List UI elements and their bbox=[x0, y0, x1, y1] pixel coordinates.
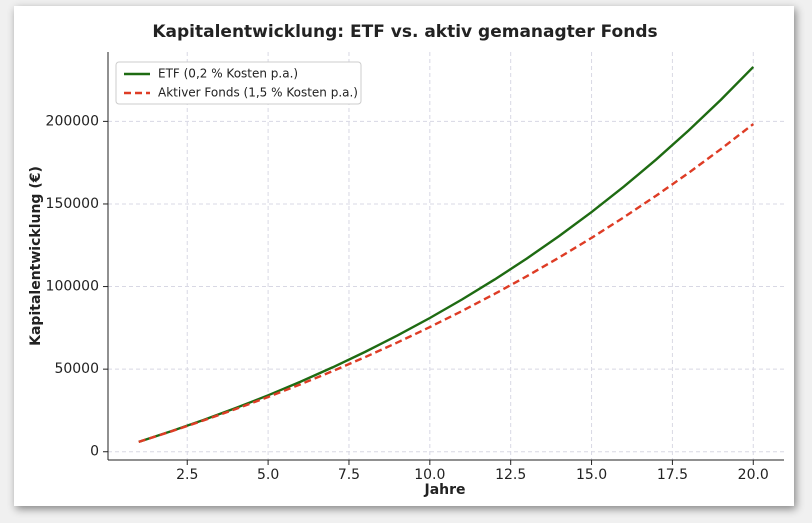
x-tick-label: 17.5 bbox=[657, 467, 688, 483]
series-line bbox=[138, 66, 755, 443]
x-tick-label: 2.5 bbox=[176, 467, 198, 483]
legend-label: Aktiver Fonds (1,5 % Kosten p.a.) bbox=[158, 86, 358, 100]
y-tick-label: 100000 bbox=[46, 279, 99, 295]
y-axis-label: Kapitalentwicklung (€) bbox=[28, 166, 44, 346]
y-tick-label: 200000 bbox=[46, 113, 99, 129]
x-tick-label: 10.0 bbox=[414, 467, 445, 483]
x-tick-label: 15.0 bbox=[576, 467, 607, 483]
y-tick-label: 150000 bbox=[46, 196, 99, 212]
legend-label: ETF (0,2 % Kosten p.a.) bbox=[158, 67, 298, 81]
x-tick-label: 12.5 bbox=[495, 467, 526, 483]
x-axis-label: Jahre bbox=[423, 482, 465, 498]
x-tick-label: 5.0 bbox=[257, 467, 279, 483]
legend-box bbox=[115, 61, 362, 105]
chart-title: Kapitalentwicklung: ETF vs. aktiv gemana… bbox=[152, 22, 657, 42]
x-tick-label: 20.0 bbox=[738, 467, 769, 483]
y-tick-label: 0 bbox=[90, 444, 99, 460]
series-line bbox=[138, 123, 755, 443]
y-tick-label: 50000 bbox=[54, 361, 99, 377]
x-tick-label: 7.5 bbox=[338, 467, 360, 483]
chart: Kapitalentwicklung: ETF vs. aktiv gemana… bbox=[28, 22, 784, 498]
chart-card: Kapitalentwicklung: ETF vs. aktiv gemana… bbox=[14, 6, 794, 506]
